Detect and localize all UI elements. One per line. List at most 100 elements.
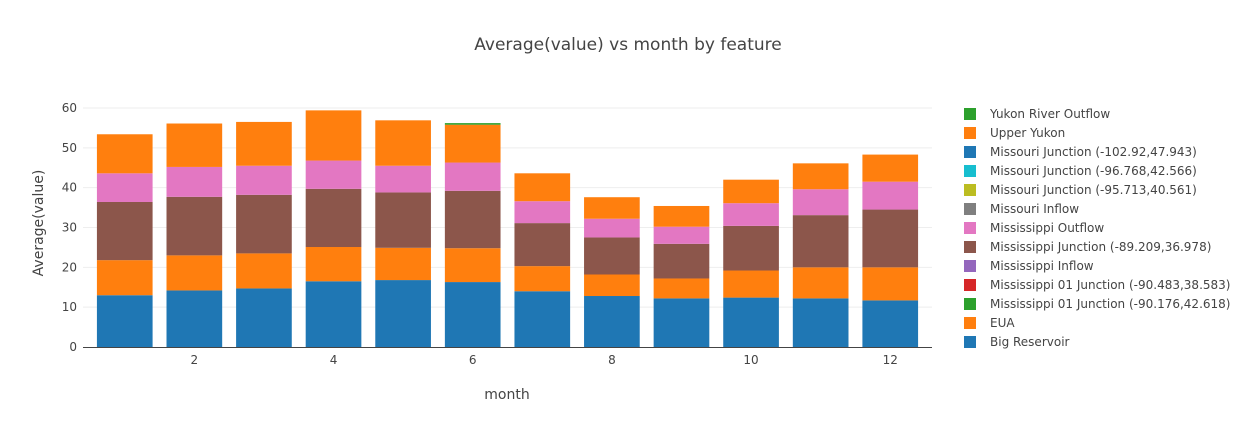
legend-label: Mississippi Inflow [990, 259, 1094, 273]
bar-segment [305, 160, 362, 189]
legend-swatch [964, 184, 976, 196]
gridlines [83, 107, 932, 308]
bar-segment [653, 205, 710, 227]
bar-segment [723, 297, 779, 347]
y-tick-label: 50 [62, 141, 77, 155]
bar-segment [236, 288, 292, 347]
bar-segment [862, 267, 919, 301]
bar-segment [166, 123, 223, 167]
bar-segment [375, 247, 431, 281]
y-tick-label: 40 [62, 181, 77, 195]
bar-segment [862, 209, 919, 268]
x-tick-label: 8 [608, 353, 616, 367]
legend-label: Mississippi 01 Junction (-90.483,38.583) [990, 278, 1230, 292]
legend-swatch [964, 298, 976, 310]
bar-segment [236, 121, 292, 166]
legend-swatch [964, 165, 976, 177]
bar-segment [305, 188, 362, 248]
x-tick-label: 4 [330, 353, 338, 367]
x-tick-label: 10 [743, 353, 758, 367]
legend: Yukon River Outflow Upper Yukon Missouri J… [964, 107, 1230, 349]
bar-segment [584, 197, 640, 219]
bar-segment [723, 203, 779, 226]
bar-segment [862, 181, 919, 210]
x-axis-ticks: 2 4 6 8 10 12 [191, 353, 898, 367]
x-axis-title: month [484, 387, 529, 403]
bar-segment [375, 280, 431, 347]
x-tick-label: 2 [191, 353, 199, 367]
bar-segment [653, 226, 710, 244]
y-tick-label: 30 [62, 220, 77, 234]
bar-segment [166, 290, 223, 347]
legend-label: Missouri Junction (-95.713,40.561) [990, 183, 1197, 197]
bar-segment [444, 124, 501, 163]
legend-swatch [964, 146, 976, 158]
legend-swatch [964, 203, 976, 215]
bar-segment [862, 154, 919, 182]
bar-segment [236, 194, 292, 254]
bar-segment [96, 260, 153, 296]
bars [96, 110, 919, 347]
legend-swatch [964, 260, 976, 272]
legend-swatch [964, 222, 976, 234]
bar-segment [444, 162, 501, 191]
bar-segment [723, 179, 779, 204]
bar-segment [792, 163, 849, 190]
bar-segment [792, 267, 849, 299]
bar-segment [375, 120, 431, 166]
bar-segment [444, 282, 501, 347]
bar-segment [305, 281, 362, 347]
bar-segment [444, 190, 501, 249]
bar-segment [653, 278, 710, 299]
y-tick-label: 20 [62, 260, 77, 274]
x-tick-label: 6 [469, 353, 477, 367]
legend-label: Missouri Junction (-102.92,47.943) [990, 145, 1197, 159]
bar-segment [305, 110, 362, 161]
bar-segment [514, 266, 571, 292]
bar-segment [723, 270, 779, 298]
bar-segment [236, 165, 292, 195]
legend-swatch [964, 241, 976, 253]
legend-label: Missouri Junction (-96.768,42.566) [990, 164, 1197, 178]
y-tick-label: 60 [62, 101, 77, 115]
bar-segment [514, 223, 571, 267]
y-tick-label: 10 [62, 300, 77, 314]
bar-segment [96, 201, 153, 261]
bar-segment [584, 237, 640, 275]
legend-swatch [964, 127, 976, 139]
legend-label: Big Reservoir [990, 335, 1070, 349]
bar-segment [96, 173, 153, 202]
bar-segment [792, 215, 849, 268]
bar-segment [96, 134, 153, 174]
bar-segment [166, 255, 223, 291]
legend-label: EUA [990, 316, 1015, 330]
bar-segment [305, 247, 362, 282]
bar-segment [584, 296, 640, 347]
legend-label: Yukon River Outflow [989, 107, 1110, 121]
legend-label: Mississippi 01 Junction (-90.176,42.618) [990, 297, 1230, 311]
bar-segment [236, 253, 292, 289]
bar-segment [653, 298, 710, 347]
bar-segment [792, 189, 849, 216]
bar-segment [375, 192, 431, 248]
bar-segment [166, 196, 223, 256]
bar-segment [584, 218, 640, 238]
legend-label: Upper Yukon [990, 126, 1065, 140]
legend-swatch [964, 336, 976, 348]
bar-segment [96, 295, 153, 347]
legend-swatch [964, 279, 976, 291]
bar-segment [375, 165, 431, 193]
legend-label: Mississippi Junction (-89.209,36.978) [990, 240, 1211, 254]
bar-segment [862, 300, 919, 347]
bar-segment [514, 201, 571, 224]
bar-segment [792, 298, 849, 347]
bar-segment [444, 248, 501, 283]
bar-segment [166, 166, 223, 197]
legend-swatch [964, 108, 976, 120]
x-tick-label: 12 [883, 353, 898, 367]
y-tick-label: 0 [69, 340, 77, 354]
bar-segment [514, 291, 571, 347]
bar-segment [444, 123, 501, 125]
y-axis-title: Average(value) [31, 170, 47, 277]
